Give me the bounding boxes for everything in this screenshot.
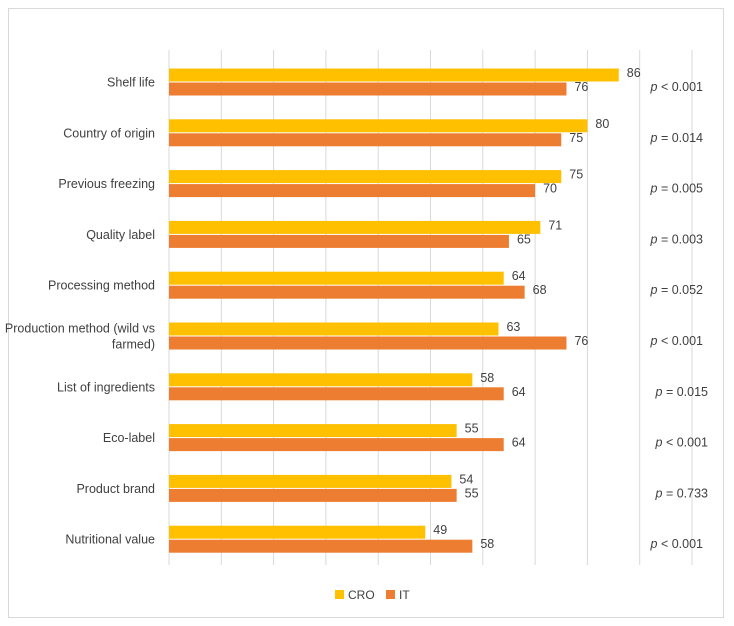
- bar-cro: [169, 424, 457, 438]
- bar-it: [169, 234, 509, 248]
- bar-it: [169, 82, 567, 96]
- legend-label-cro: CRO: [348, 588, 375, 602]
- p-value-label: p < 0.001: [650, 80, 704, 94]
- bars: [169, 68, 619, 553]
- data-label-it: 55: [465, 486, 479, 500]
- category-label: Processing method: [48, 279, 155, 293]
- bar-it: [169, 285, 525, 299]
- legend: CRO IT: [335, 588, 410, 602]
- data-label-it: 75: [569, 131, 583, 145]
- bar-it: [169, 133, 562, 147]
- data-label-cro: 58: [480, 371, 494, 385]
- data-label-it: 64: [512, 385, 526, 399]
- data-label-cro: 80: [595, 117, 609, 131]
- data-label-it: 58: [480, 537, 494, 551]
- data-label-cro: 55: [465, 422, 479, 436]
- data-label-cro: 71: [548, 218, 562, 232]
- p-value-label: p = 0.014: [650, 131, 704, 145]
- data-label-cro: 49: [433, 523, 447, 537]
- legend-swatch-it: [386, 590, 395, 599]
- bar-cro: [169, 119, 588, 133]
- bar-cro: [169, 68, 619, 82]
- bar-cro: [169, 474, 452, 488]
- data-label-it: 76: [574, 80, 588, 94]
- category-label: Previous freezing: [58, 177, 155, 191]
- bar-cro: [169, 220, 541, 234]
- p-value-label: p = 0.015: [655, 385, 709, 399]
- category-labels: Shelf life Country of origin Previous free…: [5, 76, 155, 547]
- p-value-label: p = 0.052: [650, 283, 704, 297]
- data-label-it: 70: [543, 182, 557, 196]
- category-label: Production method (wild vs farmed): [5, 322, 155, 352]
- category-label: Eco-label: [103, 431, 155, 445]
- bar-cro: [169, 271, 504, 285]
- data-label-cro: 75: [569, 168, 583, 182]
- bar-cro: [169, 322, 499, 336]
- bar-it: [169, 336, 567, 350]
- category-label: Shelf life: [107, 76, 155, 90]
- data-label-cro: 64: [512, 269, 526, 283]
- data-label-cro: 54: [459, 472, 473, 486]
- p-value-labels: p < 0.001 p = 0.014 p = 0.005 p = 0.003 p = …: [650, 80, 709, 551]
- p-value-label: p = 0.005: [650, 182, 704, 196]
- bar-it: [169, 488, 457, 502]
- category-label: Nutritional value: [65, 533, 155, 547]
- bar-it: [169, 387, 504, 401]
- data-label-it: 76: [574, 334, 588, 348]
- bar-it: [169, 438, 504, 452]
- data-label-it: 65: [517, 232, 531, 246]
- p-value-label: p < 0.001: [655, 436, 709, 450]
- data-label-it: 68: [533, 283, 547, 297]
- data-label-it: 64: [512, 436, 526, 450]
- chart-frame: [8, 8, 724, 618]
- category-label: Country of origin: [63, 126, 155, 140]
- bar-cro: [169, 525, 426, 539]
- p-value-label: p < 0.001: [650, 334, 704, 348]
- p-value-label: p < 0.001: [650, 537, 704, 551]
- bar-cro: [169, 373, 473, 387]
- category-label: List of ingredients: [57, 380, 155, 394]
- p-value-label: p = 0.003: [650, 232, 704, 246]
- category-label: Product brand: [76, 482, 155, 496]
- p-value-label: p = 0.733: [655, 486, 709, 500]
- bar-it: [169, 184, 536, 198]
- data-label-cro: 63: [506, 320, 520, 334]
- data-label-cro: 86: [627, 66, 641, 80]
- bar-it: [169, 539, 473, 553]
- legend-label-it: IT: [399, 588, 410, 602]
- bar-cro: [169, 170, 562, 184]
- legend-swatch-cro: [335, 590, 344, 599]
- category-label: Quality label: [86, 228, 155, 242]
